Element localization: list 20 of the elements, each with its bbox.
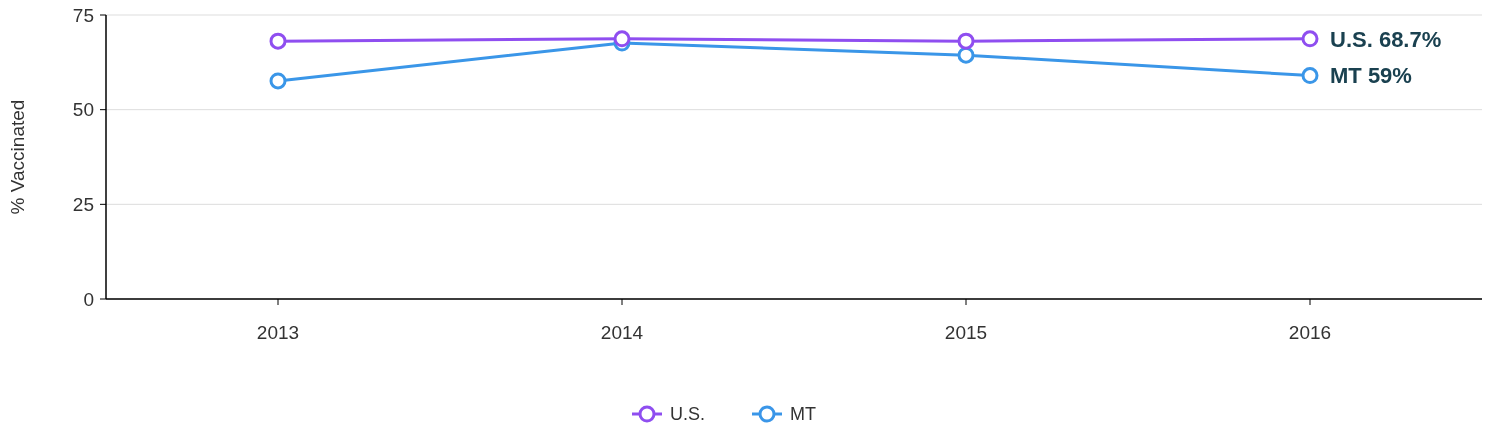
y-tick-label: 50 [72,99,94,121]
point [957,32,975,50]
x-tick-label: 2015 [944,322,988,343]
x-tick-label: 2014 [600,322,644,343]
legend-label: MT [790,404,816,425]
point [1301,30,1319,48]
point [1301,67,1319,85]
annotation: U.S. 68.7% [1330,26,1442,52]
x-tick-label: 2013 [256,322,300,343]
x-tick-label: 2016 [1288,322,1332,343]
point [957,46,975,64]
point [613,30,631,48]
point [269,32,287,50]
y-axis-title: % Vaccinated [7,99,28,215]
y-tick-label: 25 [72,193,94,215]
legend-label: U.S. [670,404,706,425]
annotation: MT 59% [1330,63,1412,89]
y-tick-label: 75 [72,4,94,26]
point [269,72,287,90]
y-tick-label: 0 [83,288,94,310]
